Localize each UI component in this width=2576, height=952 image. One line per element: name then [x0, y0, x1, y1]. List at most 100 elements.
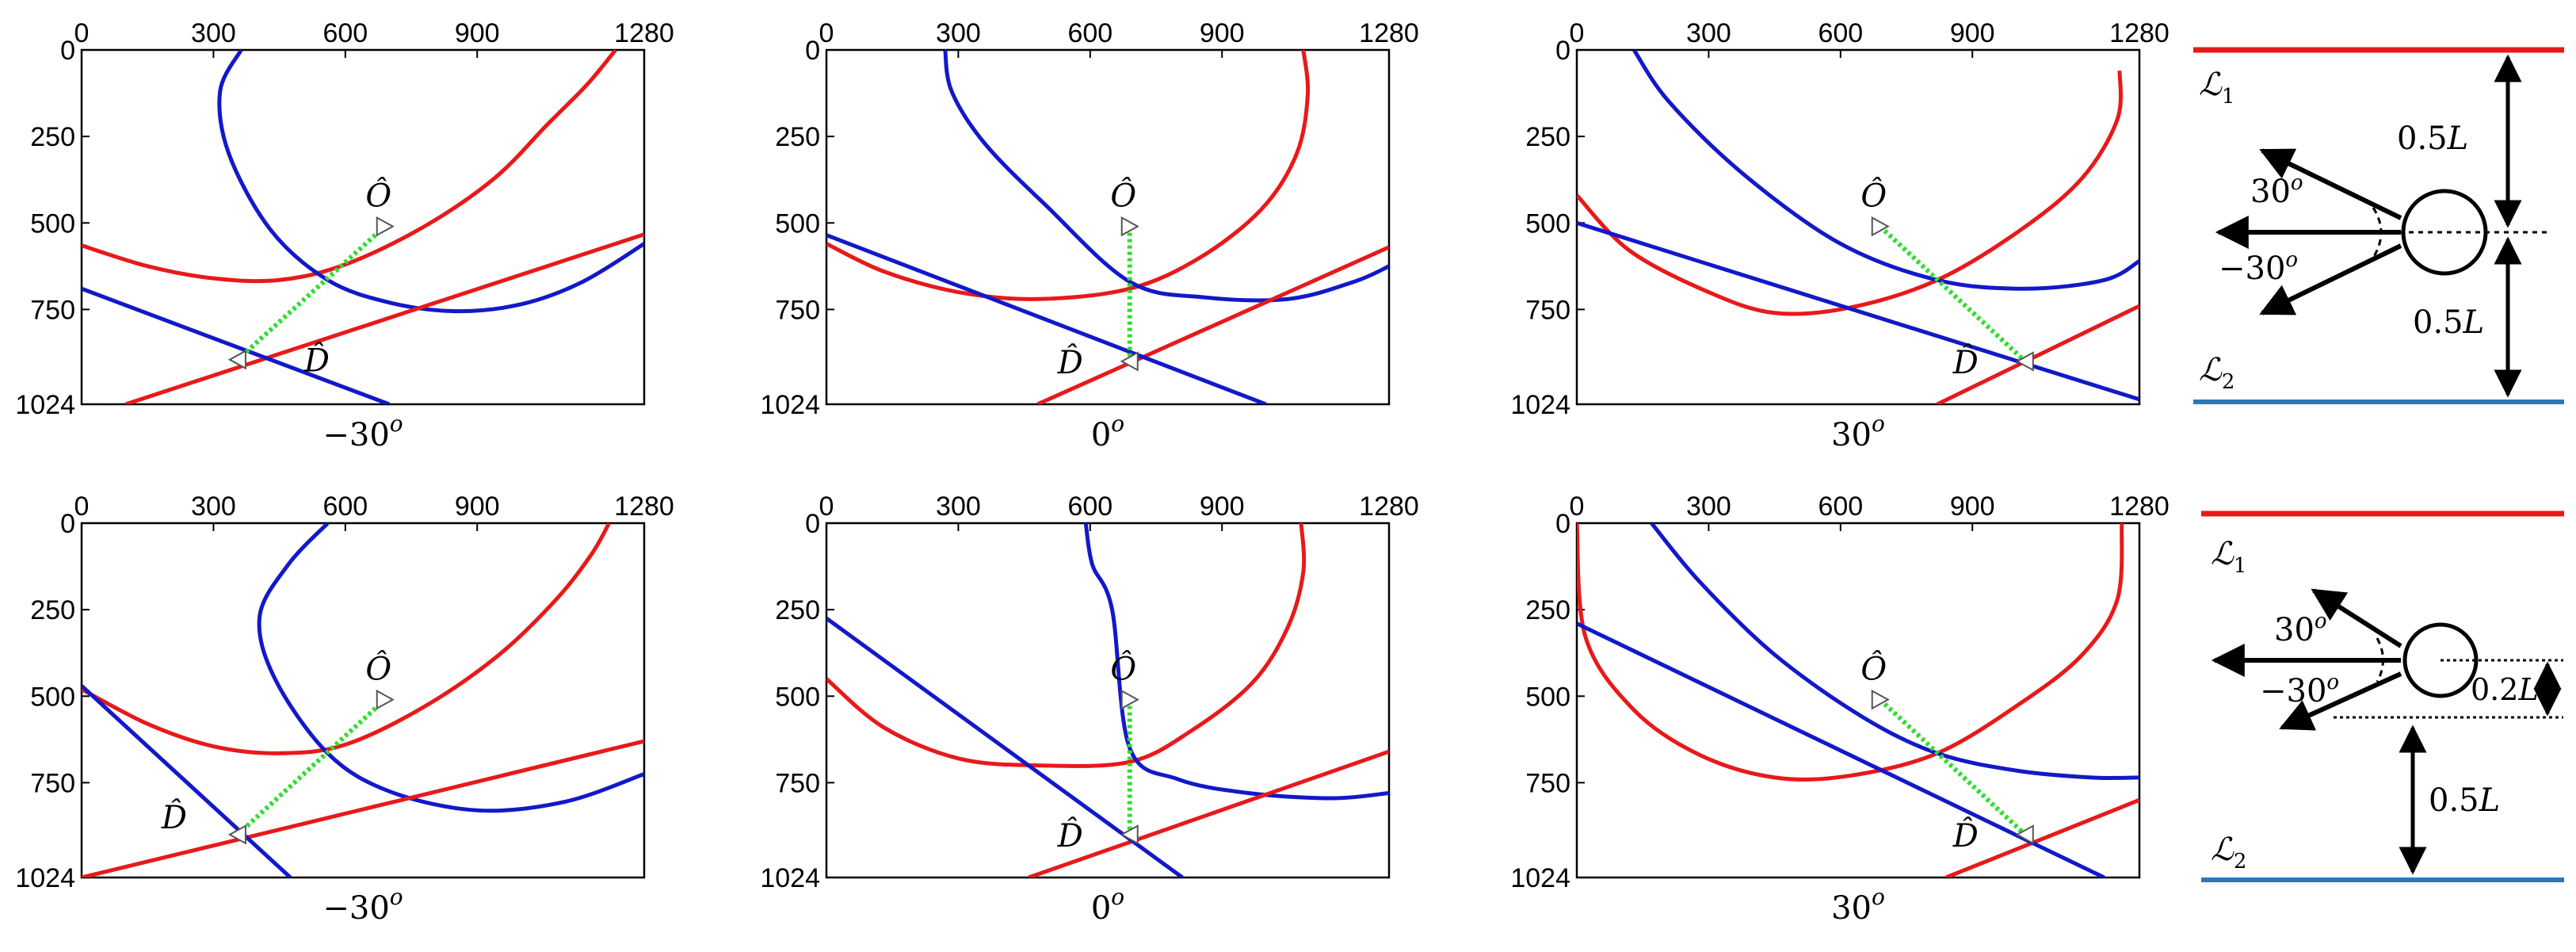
y-tick-label: 0	[1555, 509, 1570, 539]
red-ellipse-curve	[826, 523, 1307, 768]
blue-line	[826, 233, 1267, 404]
x-tick-label: 0	[74, 491, 90, 522]
d-hat-label: D̂	[303, 342, 330, 379]
x-tick-label: 300	[936, 18, 981, 48]
x-tick-label: 600	[1818, 491, 1863, 522]
arrow-30deg	[2259, 148, 2402, 220]
x-tick-label: 600	[322, 18, 368, 48]
plot-frame	[825, 522, 1391, 879]
plot-panel: 0 300 600 900 1280 0 250 500 750 1024 Ô D̂ −30o	[15, 491, 674, 927]
y-tick-label: 1024	[1510, 863, 1570, 893]
plot-frame	[80, 48, 646, 406]
y-tick-label: 0	[805, 36, 820, 66]
y-tick-label: 250	[775, 122, 820, 152]
y-tick-label: 750	[30, 768, 75, 798]
green-dotted-segment	[235, 698, 387, 837]
x-tick-label: 0	[819, 491, 834, 522]
x-tick-label: 300	[1686, 18, 1731, 48]
angle-label-neg: −30o	[2219, 248, 2298, 287]
x-tick-label: 900	[1950, 491, 1995, 522]
blue-line	[1577, 220, 2139, 402]
label-l1: ℒ1	[2211, 536, 2246, 578]
x-tick-label: 1280	[1359, 491, 1419, 522]
arrow-neg30deg	[2279, 671, 2402, 731]
dist-label-gap: 0.2L	[2471, 672, 2539, 707]
angle-arc	[2372, 207, 2383, 258]
schematic-top: ℒ1 ℒ2 30o −30o 0.5L 0.5L	[2193, 47, 2564, 404]
d-hat-label: D̂	[1057, 818, 1083, 855]
d-marker	[2015, 351, 2034, 372]
o-marker	[376, 689, 395, 710]
plot-panel: 0 300 600 900 1280 0 250 500 750 1024 Ô D̂ −30o	[15, 18, 674, 453]
y-tick-label: 250	[30, 122, 75, 152]
red-line	[1936, 304, 2139, 404]
x-tick-label: 600	[322, 491, 368, 522]
o-marker	[1120, 689, 1139, 710]
blue-line	[82, 684, 292, 877]
label-l2: ℒ2	[2211, 832, 2246, 874]
red-line	[1028, 749, 1389, 877]
x-tick-label: 1280	[2109, 18, 2170, 48]
blue-ellipse-curve	[1650, 523, 2139, 780]
y-tick-label: 500	[30, 682, 75, 712]
y-tick-label: 0	[805, 509, 820, 539]
x-tick-label: 900	[1950, 18, 1995, 48]
y-tick-label: 750	[775, 768, 820, 798]
x-tick-label: 1280	[614, 18, 674, 48]
y-tick-label: 500	[775, 208, 820, 239]
angle-label-pos: 30o	[2250, 171, 2303, 210]
angle-arc	[2376, 637, 2384, 682]
d-hat-label: D̂	[1952, 345, 1979, 381]
y-tick-label: 0	[60, 36, 75, 66]
angle-label-pos: 30o	[2274, 610, 2327, 648]
panel-caption: −30o	[322, 884, 403, 927]
plot-grid: 0 300 600 900 1280 0 250 500 750 1024 Ô D̂ −30o 0 300 6…	[15, 18, 2169, 927]
green-dotted-segment	[235, 224, 387, 361]
plot-frame	[1575, 48, 2141, 406]
x-tick-label: 600	[1067, 491, 1112, 522]
d-hat-label: D̂	[1952, 818, 1979, 855]
plot-curves	[1577, 523, 2139, 877]
plot-panel: 0 300 600 900 1280 0 250 500 750 1024 Ô D̂ 30o	[1510, 491, 2169, 927]
o-marker	[1120, 216, 1139, 237]
x-tick-label: 300	[1686, 491, 1731, 522]
panel-caption: 0o	[1091, 411, 1124, 453]
x-tick-label: 900	[455, 18, 500, 48]
blue-ellipse-curve	[1632, 50, 2139, 291]
plot-curves	[1577, 50, 2139, 404]
panel-caption: 30o	[1831, 411, 1885, 453]
object-circle	[2401, 189, 2488, 276]
plot-panel: 0 300 600 900 1280 0 250 500 750 1024 Ô D̂0o	[760, 18, 1418, 453]
panel-caption: 30o	[1831, 884, 1885, 927]
y-tick-label: 500	[1525, 682, 1570, 712]
label-l1: ℒ1	[2199, 67, 2234, 109]
o-hat-label: Ô	[365, 651, 391, 688]
plot-curves	[826, 50, 1389, 404]
plot-curves	[826, 523, 1389, 877]
x-tick-label: 0	[74, 18, 90, 48]
d-marker	[2015, 824, 2034, 845]
arrow-neg30deg	[2259, 243, 2402, 315]
d-marker	[1120, 824, 1139, 845]
y-tick-label: 750	[30, 295, 75, 325]
d-marker	[227, 349, 246, 370]
y-tick-label: 1024	[15, 863, 75, 893]
blue-line	[82, 286, 391, 404]
y-tick-label: 750	[1525, 768, 1570, 798]
x-tick-label: 900	[1200, 491, 1245, 522]
red-line	[1036, 245, 1389, 404]
y-tick-label: 750	[775, 295, 820, 325]
green-dotted-segment	[1878, 698, 2027, 837]
d-marker	[227, 824, 246, 845]
dist-label-bottom: 0.5L	[2429, 782, 2500, 819]
x-tick-label: 0	[819, 18, 834, 48]
blue-ellipse-curve	[257, 523, 644, 813]
y-tick-label: 250	[30, 595, 75, 625]
blue-ellipse-curve	[217, 50, 644, 314]
o-marker	[1871, 689, 1890, 710]
x-tick-label: 0	[1570, 18, 1585, 48]
d-marker	[1120, 351, 1139, 372]
panel-caption: 0o	[1091, 884, 1124, 927]
red-ellipse-curve	[82, 523, 611, 755]
red-ellipse-curve	[82, 50, 617, 284]
